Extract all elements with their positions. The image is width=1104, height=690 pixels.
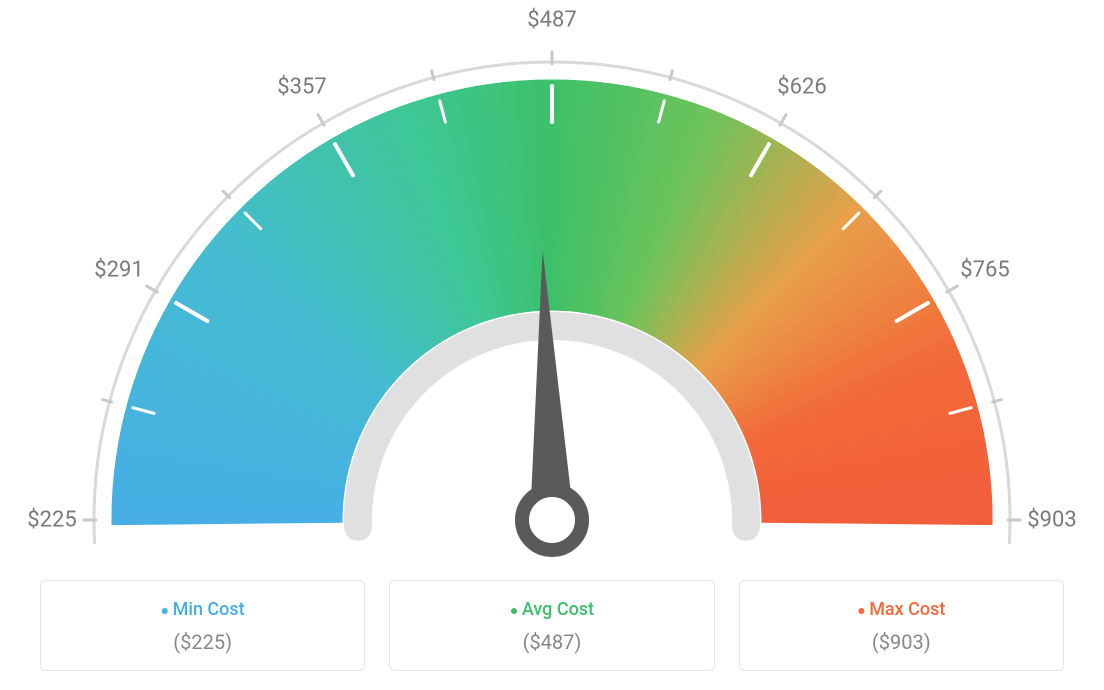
legend-max-value: ($903) — [750, 630, 1053, 654]
legend-card-max: Max Cost ($903) — [739, 580, 1064, 671]
gauge-tick-label: $765 — [960, 258, 1009, 283]
legend-avg-label: Avg Cost — [400, 599, 703, 620]
gauge-tick-label: $291 — [94, 258, 143, 283]
gauge-tick-label: $357 — [277, 74, 326, 99]
legend-max-label: Max Cost — [750, 599, 1053, 620]
legend-row: Min Cost ($225) Avg Cost ($487) Max Cost… — [0, 580, 1104, 671]
gauge-chart: $225 $291 $357 $487 $626 $765 $903 — [0, 0, 1104, 560]
gauge-tick-label: $225 — [27, 508, 76, 533]
legend-avg-value: ($487) — [400, 630, 703, 654]
legend-min-value: ($225) — [51, 630, 354, 654]
legend-min-label: Min Cost — [51, 599, 354, 620]
gauge-tick-label: $487 — [527, 8, 576, 33]
gauge-tick-label: $903 — [1027, 508, 1076, 533]
gauge-svg — [0, 0, 1104, 560]
legend-card-avg: Avg Cost ($487) — [389, 580, 714, 671]
gauge-tick-label: $626 — [777, 74, 826, 99]
legend-card-min: Min Cost ($225) — [40, 580, 365, 671]
